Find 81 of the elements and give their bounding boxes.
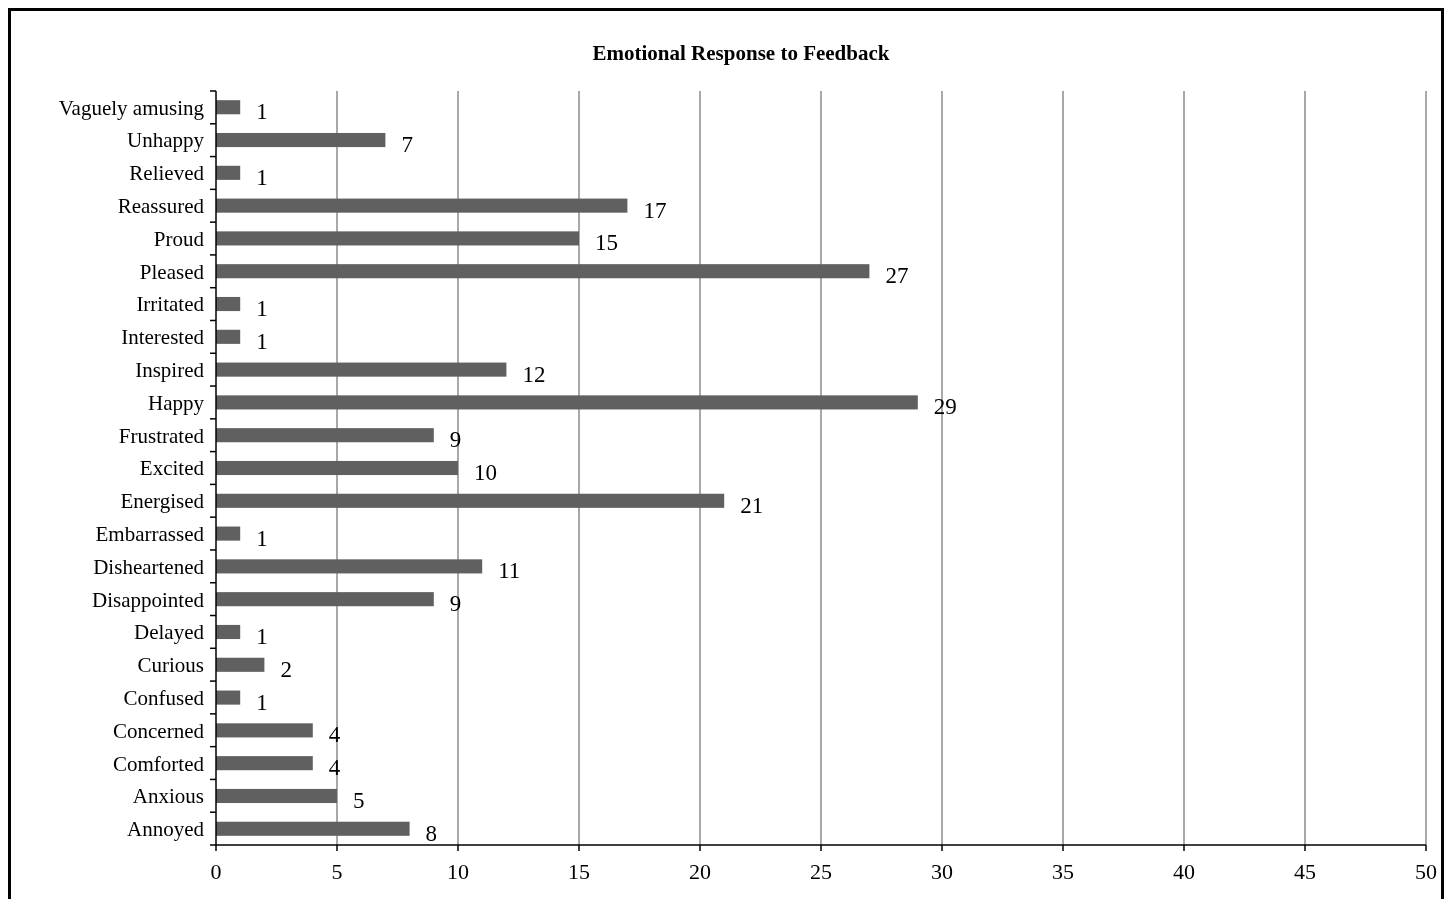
bar: [216, 723, 313, 738]
data-label: 1: [256, 689, 268, 715]
data-label: 1: [256, 296, 268, 322]
data-label: 27: [885, 263, 909, 289]
bar: [216, 231, 579, 246]
x-tick-label: 25: [810, 859, 832, 884]
data-label: 12: [522, 361, 546, 387]
bar: [216, 657, 265, 672]
data-label: 9: [449, 591, 462, 617]
data-label: 1: [256, 624, 268, 650]
bar: [216, 100, 241, 115]
y-tick-label: Reassured: [117, 193, 205, 218]
bar: [216, 329, 241, 344]
x-tick-label: 15: [568, 859, 590, 884]
data-label: 10: [474, 460, 497, 486]
y-tick-label: Disheartened: [93, 554, 205, 579]
y-tick-label: Unhappy: [127, 128, 205, 153]
y-tick-label: Excited: [139, 456, 205, 481]
y-tick-label: Annoyed: [127, 817, 205, 842]
y-tick-label: Vaguely amusing: [58, 95, 205, 120]
y-tick-label: Concerned: [113, 718, 205, 743]
data-label: 4: [328, 722, 341, 748]
bar: [216, 559, 483, 574]
x-tick-label: 40: [1173, 859, 1195, 884]
data-label: 2: [280, 656, 292, 682]
y-tick-label: Inspired: [135, 357, 205, 382]
bar: [216, 395, 918, 410]
bar: [216, 428, 434, 443]
data-label: 1: [256, 164, 268, 190]
y-tick-label: Disappointed: [92, 587, 205, 612]
data-label: 5: [353, 788, 365, 814]
data-label: 8: [425, 820, 438, 846]
bar: [216, 624, 241, 640]
bar: [216, 788, 337, 804]
y-tick-label: Interested: [121, 325, 205, 350]
x-tick-label: 20: [689, 859, 711, 884]
bar: [216, 264, 870, 279]
data-label: 9: [449, 427, 462, 453]
bar: [216, 165, 241, 180]
y-tick-label: Happy: [148, 390, 205, 415]
y-tick-label: Pleased: [139, 259, 205, 284]
bar: [216, 756, 313, 771]
data-label: 29: [933, 394, 957, 420]
y-tick-label: Relieved: [129, 161, 205, 186]
chart-title: Emotional Response to Feedback: [592, 41, 890, 65]
y-tick-label: Delayed: [134, 620, 205, 645]
data-label: 11: [498, 558, 521, 584]
bar: [216, 690, 241, 705]
data-label: 1: [256, 525, 268, 551]
data-label: 15: [595, 230, 618, 256]
data-label: 17: [643, 197, 667, 223]
bar: [216, 592, 434, 607]
data-label: 7: [401, 132, 413, 158]
x-tick-label: 50: [1415, 859, 1437, 884]
bar: [216, 493, 725, 508]
bar: [216, 132, 386, 148]
bar: [216, 198, 628, 213]
data-label: 21: [740, 492, 764, 518]
y-tick-label: Proud: [153, 226, 205, 251]
data-label: 1: [256, 328, 268, 354]
x-tick-label: 45: [1294, 859, 1316, 884]
bar: [216, 821, 410, 836]
y-tick-label: Energised: [120, 489, 205, 514]
y-tick-label: Frustrated: [118, 423, 205, 448]
x-tick-label: 30: [931, 859, 953, 884]
bar: [216, 362, 507, 377]
x-tick-label: 10: [447, 859, 469, 884]
y-tick-label: Anxious: [132, 784, 204, 809]
data-label: 4: [328, 755, 341, 781]
bar: [216, 526, 241, 541]
y-tick-label: Embarrassed: [95, 521, 205, 546]
x-tick-label: 0: [210, 859, 222, 884]
data-label: 1: [256, 99, 268, 125]
y-tick-label: Irritated: [136, 292, 205, 317]
y-tick-label: Confused: [123, 685, 205, 710]
y-tick-label: Curious: [137, 653, 204, 678]
x-tick-label: 5: [331, 859, 343, 884]
y-tick-label: Comforted: [113, 751, 205, 776]
bar: [216, 460, 458, 476]
x-tick-label: 35: [1052, 859, 1074, 884]
bar: [216, 296, 241, 312]
